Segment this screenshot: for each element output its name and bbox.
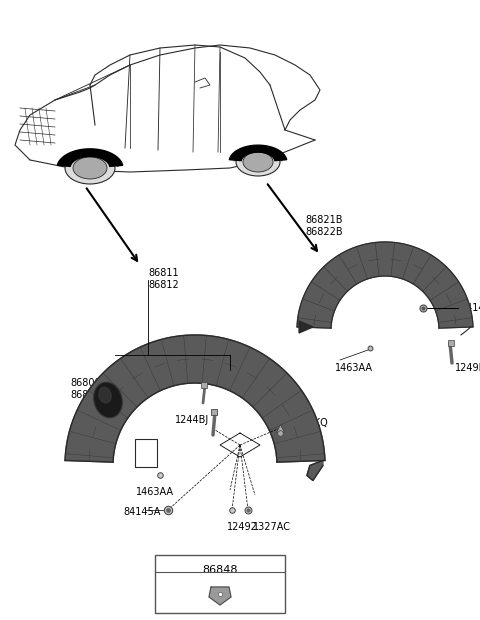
Ellipse shape: [65, 152, 115, 184]
Text: 1327AC: 1327AC: [253, 522, 291, 532]
Text: 1463AA: 1463AA: [136, 487, 174, 497]
Text: 86821B
86822B: 86821B 86822B: [305, 215, 343, 237]
Polygon shape: [57, 149, 123, 166]
Text: 86811
86812: 86811 86812: [148, 268, 179, 290]
Text: 1249NL: 1249NL: [455, 363, 480, 373]
Polygon shape: [229, 145, 287, 161]
Polygon shape: [297, 242, 473, 328]
Text: 86800A
86802A: 86800A 86802A: [70, 378, 108, 400]
Polygon shape: [307, 461, 323, 480]
Polygon shape: [209, 587, 231, 605]
Polygon shape: [65, 335, 325, 462]
Ellipse shape: [94, 383, 122, 418]
Text: 1244BJ: 1244BJ: [175, 415, 209, 425]
Text: 1463AA: 1463AA: [335, 363, 373, 373]
Ellipse shape: [243, 152, 273, 172]
Text: 84145A: 84145A: [123, 507, 160, 517]
Ellipse shape: [99, 387, 111, 403]
Ellipse shape: [73, 157, 107, 179]
Polygon shape: [299, 321, 313, 333]
Ellipse shape: [236, 148, 280, 176]
Bar: [135, 439, 157, 467]
Text: 84145A: 84145A: [460, 303, 480, 313]
Text: 12492: 12492: [227, 522, 258, 532]
Bar: [155, 555, 285, 613]
Text: 86848: 86848: [202, 565, 238, 575]
Text: 1125KQ: 1125KQ: [290, 418, 329, 428]
